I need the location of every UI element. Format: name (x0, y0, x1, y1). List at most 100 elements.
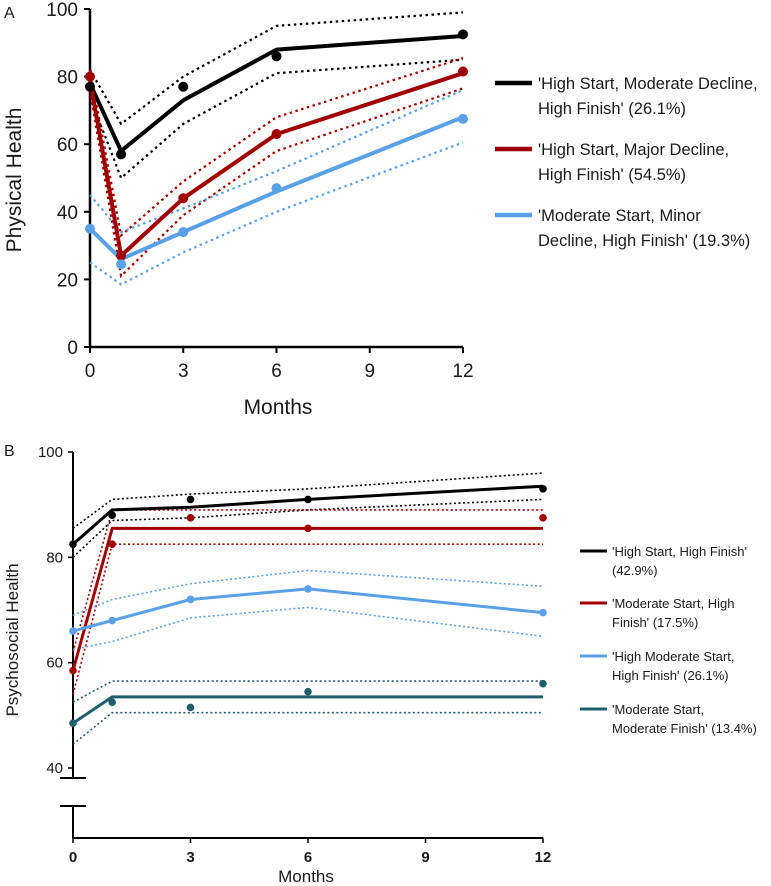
panel-a-letter: A (4, 5, 15, 22)
panel-a-y-axis-title: Physical Health (3, 108, 26, 253)
panel-b-x-tick-label: 0 (69, 849, 77, 866)
panel-a-fitted-lines (88, 34, 464, 262)
panel-a-x-tick-label: 12 (452, 361, 473, 382)
panel-a-observed-point (271, 129, 282, 140)
panel-b-observed-point (69, 627, 77, 635)
panel-b-observed-point (69, 540, 77, 548)
panel-a-observed-point (271, 51, 282, 62)
panel-b-fitted-line (72, 695, 543, 725)
panel-b-lower-ci-line (72, 606, 544, 651)
panel-b-x-tick-label: 6 (304, 849, 312, 866)
panel-a-observed-points (85, 29, 468, 270)
panel-b-observed-point (539, 514, 547, 522)
panel-a-observed-point (271, 183, 282, 194)
panel-b-legend-label: (42.9%) (612, 563, 658, 578)
panel-a-legend-label: 'High Start, Moderate Decline, (538, 75, 758, 93)
panel-b-observed-point (69, 719, 77, 728)
panel-b-y-tick-label: 40 (46, 760, 63, 777)
panel-a-observed-point (85, 81, 95, 92)
panel-a-observed-point (458, 29, 468, 40)
panel-b-observed-point (108, 698, 116, 706)
panel-b-observed-point (186, 514, 195, 522)
panel-a-observed-point (178, 193, 189, 204)
panel-a-x-tick-label: 3 (178, 361, 189, 382)
panel-b-letter: B (4, 443, 15, 460)
panel-b-observed-point (539, 608, 547, 617)
panel-a-observed-point (458, 66, 468, 77)
panel-a-x-tick-label: 6 (271, 361, 282, 382)
panel-b-lower-ci-line (72, 711, 543, 745)
panel-b-observed-point (186, 495, 195, 504)
panel-b-fitted-line (71, 526, 543, 671)
panel-a-y-tick-label: 100 (46, 0, 78, 21)
panel-a-observed-point (116, 149, 127, 160)
panel-a-x-tick-label: 0 (85, 361, 96, 382)
panel-a-observed-point (85, 71, 95, 82)
panel-a-y-tick-label: 40 (57, 203, 78, 224)
panel-b-legend-label: 'High Start, High Finish' (612, 544, 747, 559)
panel-b-observed-point (304, 524, 312, 533)
panel-b-legend-label: 'Moderate Start, (612, 702, 704, 717)
panel-a-observed-point (116, 250, 127, 261)
panel-b-observed-point (304, 585, 312, 593)
panel-b-x-tick-label: 12 (535, 849, 552, 866)
panel-a-upper-ci-line (88, 56, 464, 238)
panel-a-legend-label: High Finish' (54.5%) (538, 166, 686, 184)
panel-b-observed-point (186, 703, 195, 712)
panel-a-y-tick-label: 60 (57, 135, 78, 156)
panel-b-lower-ci-line (72, 543, 543, 695)
panel-b-fitted-line (72, 587, 544, 633)
panel-a-fitted-line (88, 34, 464, 153)
panel-a-observed-point (85, 223, 95, 234)
panel-b-y-axis-title: Psychosocial Health (3, 563, 22, 716)
panel-b-observed-point (69, 666, 77, 675)
panel-a-observed-point (178, 227, 189, 238)
panel-b-legend: 'High Start, High Finish' (42.9%) 'Moderat… (580, 544, 757, 736)
panel-a-legend: 'High Start, Moderate Decline, High Finis… (495, 75, 758, 250)
panel-b-upper-ci-line (72, 472, 544, 530)
panel-b-legend-label: Finish' (17.5%) (612, 615, 698, 630)
panel-a-lower-ci-line (88, 58, 464, 180)
panel-b-fitted-lines (71, 484, 544, 725)
panel-a-legend-label: Decline, High Finish' (19.3%) (538, 232, 750, 250)
panel-a-x-tick-label: 9 (364, 361, 375, 382)
panel-a-observed-point (458, 113, 468, 124)
panel-b-x-tick-label: 9 (421, 849, 429, 866)
panel-a-y-tick-label: 20 (57, 270, 78, 291)
panel-b-observed-points (69, 485, 547, 728)
panel-b-legend-label: 'Moderate Start, High (612, 596, 734, 611)
panel-a-lower-ci-line (89, 141, 464, 286)
panel-b-y-tick-label: 100 (38, 444, 63, 461)
panel-b-fitted-line (72, 484, 544, 546)
panel-b-y-tick-label: 80 (46, 549, 63, 566)
panel-b-observed-point (108, 540, 116, 548)
panel-a-y-tick-label: 80 (57, 68, 78, 89)
panel-b-observed-point (304, 495, 312, 504)
panel-b-observed-point (186, 595, 195, 604)
panel-b-upper-ci-line (72, 569, 544, 617)
panel-b-legend-label: 'High Moderate Start, (612, 649, 734, 664)
panel-a-axes: 0 20 40 60 80 100 0 3 6 9 12 (46, 0, 473, 382)
panel-b-legend-label: Moderate Finish' (13.4%) (612, 721, 757, 736)
panel-a-upper-ci-line (89, 89, 464, 234)
panel-a: A Physical Health Months 0 20 40 60 80 100 0 3 6… (3, 0, 758, 419)
panel-b-observed-point (108, 511, 116, 519)
panel-b-upper-ci-line (72, 509, 543, 653)
panel-b-confidence-bands (72, 472, 544, 745)
panel-b-y-tick-label: 60 (46, 655, 63, 672)
panel-a-legend-label: 'High Start, Major Decline, (538, 141, 729, 159)
panel-b-observed-point (304, 687, 312, 696)
panel-b-upper-ci-line (72, 680, 543, 703)
panel-a-x-axis-title: Months (244, 396, 313, 419)
panel-b: B Psychosocial Health Months 40 60 80 100 0 3… (3, 443, 757, 886)
panel-b-observed-point (539, 485, 547, 493)
panel-a-confidence-bands (88, 11, 464, 286)
panel-b-observed-point (539, 679, 547, 688)
panel-a-upper-ci-line (89, 11, 464, 126)
panel-a-observed-point (116, 259, 127, 270)
panel-a-y-tick-label: 0 (67, 338, 78, 359)
panel-b-x-tick-label: 3 (186, 849, 194, 866)
panel-a-legend-label: High Finish' (26.1%) (538, 100, 686, 118)
panel-b-observed-point (108, 616, 116, 625)
